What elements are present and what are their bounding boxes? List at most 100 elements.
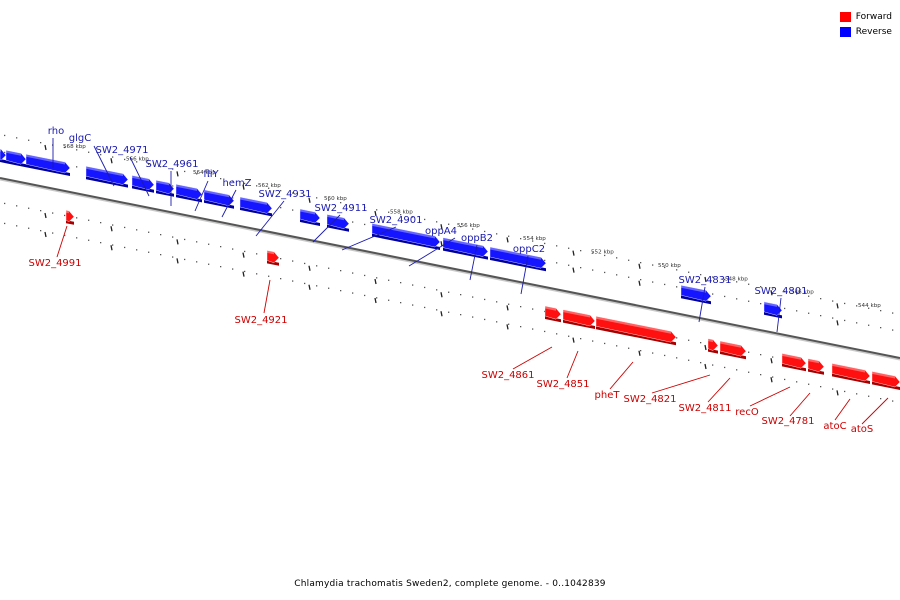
tick-dot [280,278,281,279]
tick-dot [376,277,377,278]
tick-dot [424,219,425,220]
tick-dot [220,266,221,267]
tick-dot [76,166,77,167]
tick-dot [148,252,149,253]
tick-dot [628,260,629,261]
tick-dot [172,236,173,237]
tick-dot [832,317,833,318]
kbp-tick-label: 560 kbp [324,196,347,202]
reverse-gene-label: SW2_4971 [95,145,148,156]
tick-dot [628,277,629,278]
forward-gene-label: SW2_4821 [623,394,676,405]
tick-dot [832,388,833,389]
tick-dot [76,237,77,238]
reverse-gene-label: SW2_4961 [145,159,198,170]
tick-dot [652,281,653,282]
tick-dot [568,248,569,249]
tick-dot [16,205,17,206]
tick-dot [892,400,893,401]
major-tick [837,303,838,308]
tick-dot [472,316,473,317]
tick-dot [532,328,533,329]
forward-gene-label: SW2_4851 [536,379,589,390]
tick-dot [352,292,353,293]
legend-forward-label: Forward [856,12,892,22]
tick-dot [220,246,221,247]
tick-dot [508,324,509,325]
reverse-gene-label: SW2_4901 [369,215,422,226]
forward-gene [545,306,561,322]
major-tick [705,364,706,369]
tick-dot [100,242,101,243]
tick-dot [484,299,485,300]
major-tick [309,285,310,290]
tick-dot [352,221,353,222]
tick-dot [148,232,149,233]
legend-forward: Forward [840,9,892,24]
tick-dot [568,265,569,266]
tick-dot [400,282,401,283]
tick-dot [496,301,497,302]
reverse-gene [204,190,234,209]
tick-dot [580,267,581,268]
tick-dot [436,309,437,310]
tick-dot [772,376,773,377]
kbp-tick-label: 544 kbp [858,303,881,309]
forward-label-leader [513,347,552,369]
major-tick [573,251,574,256]
tick-dot [172,256,173,257]
tick-dot [88,220,89,221]
forward-gene-label: recO [735,407,759,418]
major-tick [177,239,178,244]
tick-dot [424,307,425,308]
tick-dot [688,360,689,361]
tick-dot [616,257,617,258]
tick-dot [712,364,713,365]
tick-dot [292,280,293,281]
tick-dot [412,284,413,285]
major-tick [441,292,442,297]
major-tick [639,351,640,356]
major-tick [177,171,178,176]
major-tick [573,268,574,273]
forward-gene [563,310,595,329]
tick-dot [772,356,773,357]
tick-dot [232,268,233,269]
tick-dot [640,279,641,280]
tick-dot [244,251,245,252]
major-tick [243,253,244,258]
forward-gene-label: SW2_4921 [234,315,287,326]
tick-dot [784,308,785,309]
tick-dot [484,319,485,320]
tick-dot [400,302,401,303]
tick-dot [424,287,425,288]
reverse-gene-label: fliY [203,169,219,180]
legend-reverse-label: Reverse [856,27,892,37]
tick-dot [880,327,881,328]
tick-dot [280,207,281,208]
tick-dot [640,262,641,263]
forward-label-leader [567,351,578,378]
tick-dot [376,209,377,210]
major-tick [507,324,508,329]
kbp-tick-label: 554 kbp [523,236,546,242]
tick-dot [664,284,665,285]
tick-dot [160,254,161,255]
reverse-gene-label: SW2_4911 [314,203,367,214]
forward-gene-label: SW2_4811 [678,403,731,414]
tick-dot [616,345,617,346]
tick-dot [820,386,821,387]
tick-dot [88,240,89,241]
tick-dot [892,312,893,313]
tick-dot [184,239,185,240]
tick-dot [196,241,197,242]
tick-dot [700,362,701,363]
tick-dot [844,391,845,392]
tick-dot [388,300,389,301]
major-tick [375,279,376,284]
tick-dot [844,303,845,304]
tick-dot [244,271,245,272]
tick-dot [160,234,161,235]
kbp-tick-label: 550 kbp [658,263,681,269]
tick-dot [124,227,125,228]
